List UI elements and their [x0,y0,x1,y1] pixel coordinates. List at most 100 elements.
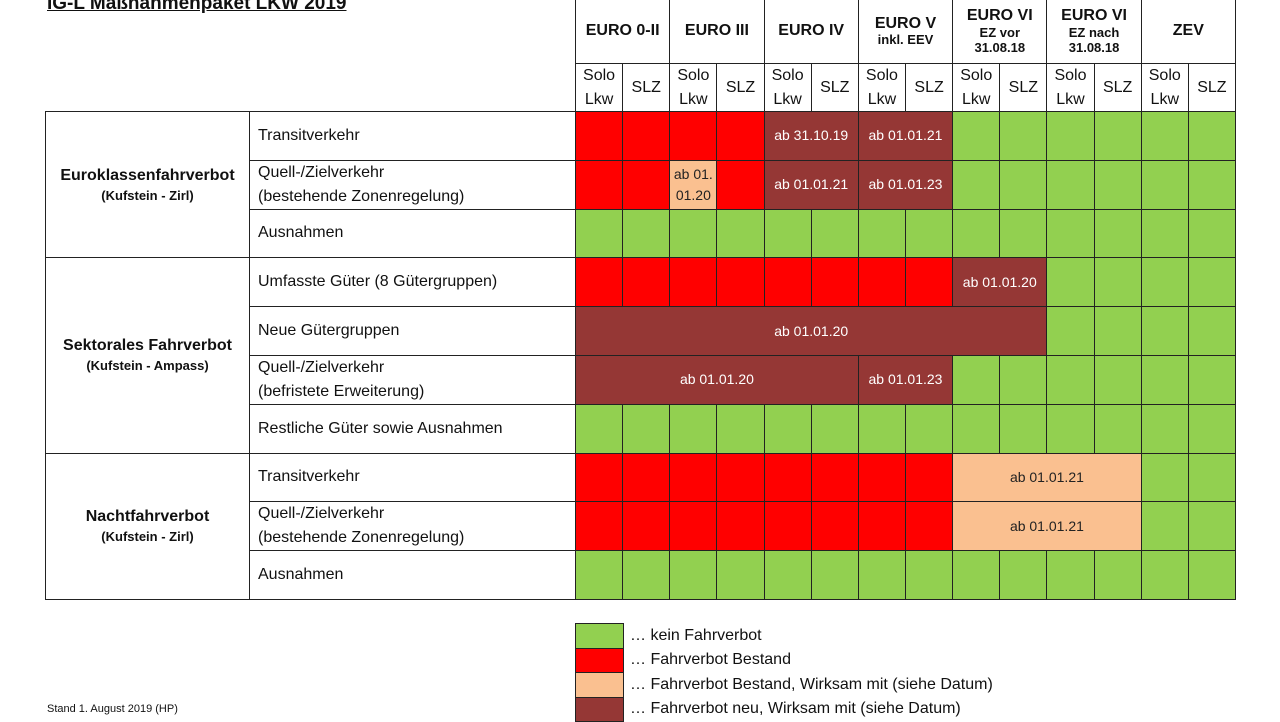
status-cell [575,452,624,503]
status-cell [857,208,906,259]
status-cell: ab 01.01.21 [763,159,859,210]
status-cell [763,257,812,308]
status-cell [716,159,765,210]
status-cell [622,257,671,308]
status-cell [669,501,718,552]
status-cell [1187,306,1236,356]
status-cell [1046,355,1095,405]
subcolumn-header: Solo Lkw [952,63,1001,112]
status-cell [1093,257,1142,308]
status-cell [952,111,1001,161]
status-cell [763,501,812,552]
status-cell [905,208,954,259]
column-name: EURO IV [778,22,845,40]
status-cell [716,452,765,503]
row-label-line: (bestehende Zonenregelung) [258,187,465,205]
status-cell [952,208,1001,259]
subcolumn-header: Solo Lkw [669,63,718,112]
status-cell [716,403,765,454]
row-label: Transitverkehr [249,452,576,503]
status-cell [999,208,1048,259]
column-note: EZ nach [1068,24,1120,40]
status-cell [810,501,859,552]
status-cell [1093,403,1142,454]
status-cell [905,550,954,600]
status-cell [716,111,765,161]
subcolumn-label: SLZ [914,78,944,96]
group-label: Euroklassenfahrverbot (Kufstein - Zirl) [45,111,250,259]
group-region: (Kufstein - Zirl) [101,187,194,203]
subcolumn-label: SLZ [631,78,661,96]
group-region: (Kufstein - Ampass) [86,358,209,374]
row-label-line: Transitverkehr [258,126,360,144]
status-cell [810,550,859,600]
status-cell [1046,111,1095,161]
subcolumn-header: SLZ [810,63,859,112]
status-cell [669,452,718,503]
status-cell: ab 01.01.20 [575,306,1048,356]
status-cell [999,403,1048,454]
cell-date: ab 01. 01.20 [673,165,713,203]
status-cell [905,501,954,552]
cell-date: ab 01.01.21 [1009,517,1084,534]
status-cell [1093,111,1142,161]
row-label-line: Neue Gütergruppen [258,322,400,340]
subcolumn-header: SLZ [1187,63,1236,112]
status-cell [575,403,624,454]
status-cell [999,355,1048,405]
status-cell [952,550,1001,600]
subcolumn-label: Solo Lkw [583,66,616,108]
column-header: ZEV [1140,0,1236,64]
status-cell [1093,208,1142,259]
status-cell: ab 01. 01.20 [669,159,718,210]
status-cell: ab 01.01.23 [857,355,954,405]
row-label: Ausnahmen [249,550,576,600]
cell-date: ab 01.01.21 [868,127,943,144]
subcolumn-label: Solo Lkw [677,66,710,108]
subcolumn-label: SLZ [1197,78,1227,96]
row-label-line: Umfasste Güter (8 Gütergruppen) [258,273,498,291]
subcolumn-header: SLZ [1093,63,1142,112]
legend-swatch [575,623,624,649]
status-cell [1046,403,1095,454]
status-cell [1140,403,1189,454]
legend-swatch [575,647,624,674]
subcolumn-label: SLZ [1008,78,1039,96]
legend-swatch [575,696,624,722]
group-name: Euroklassenfahrverbot [60,166,235,184]
status-cell [1187,550,1236,600]
status-cell [716,208,765,259]
status-cell [1093,355,1142,405]
status-cell: ab 01.01.21 [952,452,1142,503]
row-label: Transitverkehr [249,111,576,161]
status-cell [1187,452,1236,503]
status-cell [575,257,624,308]
status-cell [575,550,624,600]
status-cell [763,550,812,600]
subcolumn-header: SLZ [716,63,765,112]
status-cell [669,550,718,600]
row-label-line: Restliche Güter sowie Ausnahmen [258,419,503,437]
legend-label: … kein Fahrverbot [630,623,1230,648]
cell-date: ab 01.01.23 [868,371,943,388]
group-name: Sektorales Fahrverbot [63,337,232,355]
status-cell [669,257,718,308]
status-cell [622,159,671,210]
group-label: Nachtfahrverbot (Kufstein - Zirl) [45,452,250,600]
subcolumn-header: Solo Lkw [763,63,812,112]
status-cell [1140,550,1189,600]
status-cell [857,550,906,600]
status-cell: ab 01.01.20 [952,257,1048,308]
status-cell [810,403,859,454]
status-cell [952,403,1001,454]
subcolumn-label: Solo Lkw [771,66,804,108]
status-cell [669,111,718,161]
status-cell [575,159,624,210]
status-cell [952,355,1001,405]
status-cell: ab 01.01.21 [952,501,1142,552]
status-cell [1187,159,1236,210]
legend-text: … Fahrverbot Bestand, Wirksam mit (siehe… [630,675,993,693]
status-cell [669,208,718,259]
column-note: EZ vor [979,24,1021,40]
column-header: EURO VI EZ nach 31.08.18 [1046,0,1142,64]
